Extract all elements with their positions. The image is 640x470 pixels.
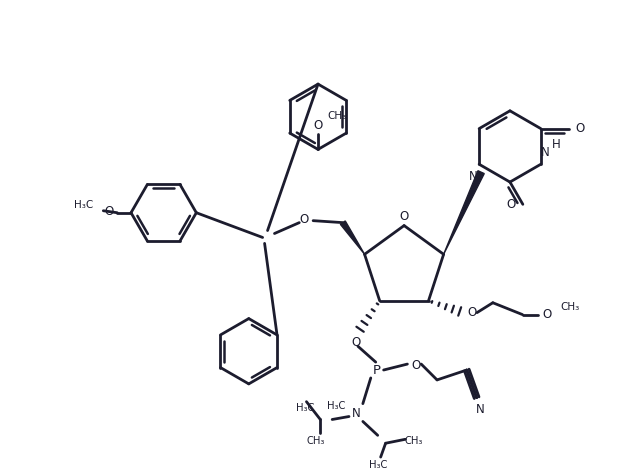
Text: H₃C: H₃C: [327, 400, 346, 411]
Text: N: N: [351, 407, 360, 420]
Text: O: O: [543, 308, 552, 321]
Text: CH₃: CH₃: [561, 302, 580, 312]
Text: O: O: [351, 336, 360, 349]
Text: O: O: [300, 213, 309, 226]
Text: CH₃: CH₃: [404, 436, 422, 446]
Text: H: H: [552, 138, 561, 151]
Text: P: P: [372, 363, 381, 376]
Text: CH₃: CH₃: [306, 436, 324, 446]
Text: H₃C: H₃C: [296, 403, 315, 413]
Text: O: O: [506, 198, 516, 211]
Polygon shape: [340, 221, 365, 254]
Text: H₃C: H₃C: [369, 460, 387, 470]
Text: CH₃: CH₃: [327, 111, 346, 121]
Text: O: O: [412, 359, 421, 372]
Text: H₃C: H₃C: [74, 200, 93, 210]
Text: N: N: [540, 146, 549, 159]
Text: O: O: [576, 122, 585, 135]
Text: O: O: [467, 306, 477, 319]
Text: O: O: [314, 119, 323, 132]
Text: O: O: [104, 205, 114, 218]
Polygon shape: [444, 171, 484, 254]
Text: N: N: [476, 403, 485, 416]
Text: N: N: [469, 170, 477, 183]
Text: O: O: [399, 210, 409, 223]
